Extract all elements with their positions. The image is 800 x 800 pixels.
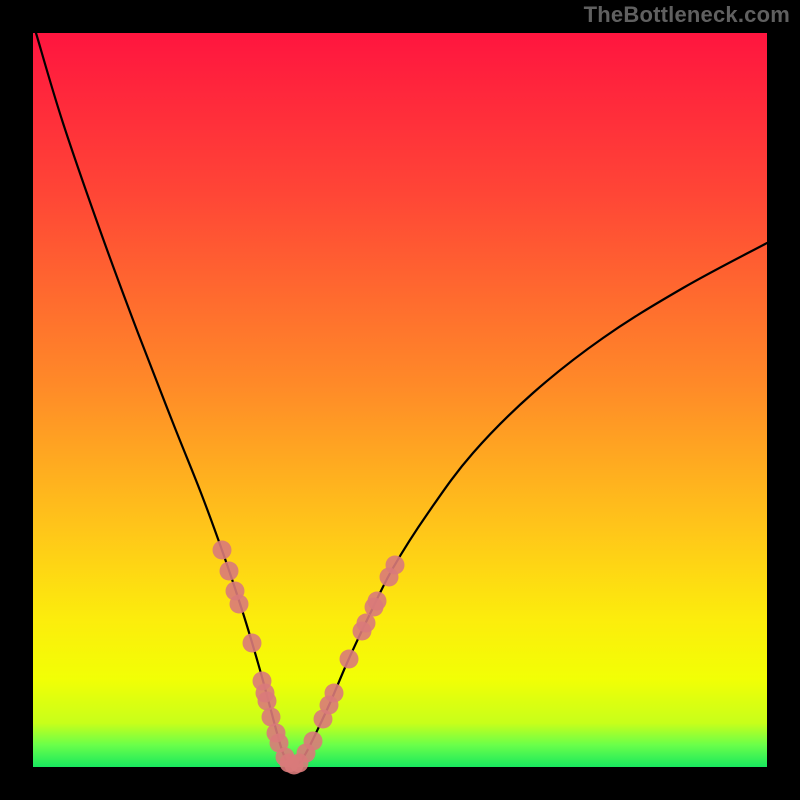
plot-area bbox=[33, 33, 767, 767]
data-marker bbox=[386, 556, 405, 575]
data-marker bbox=[368, 592, 387, 611]
data-marker bbox=[220, 562, 239, 581]
data-marker bbox=[340, 650, 359, 669]
data-marker bbox=[243, 634, 262, 653]
data-marker bbox=[213, 541, 232, 560]
data-marker bbox=[325, 684, 344, 703]
chart-frame: TheBottleneck.com bbox=[0, 0, 800, 800]
data-marker bbox=[230, 595, 249, 614]
watermark-text: TheBottleneck.com bbox=[584, 2, 790, 28]
data-marker bbox=[304, 732, 323, 751]
bottleneck-curve bbox=[36, 33, 767, 765]
data-marker bbox=[258, 692, 277, 711]
curve-layer bbox=[33, 33, 767, 767]
